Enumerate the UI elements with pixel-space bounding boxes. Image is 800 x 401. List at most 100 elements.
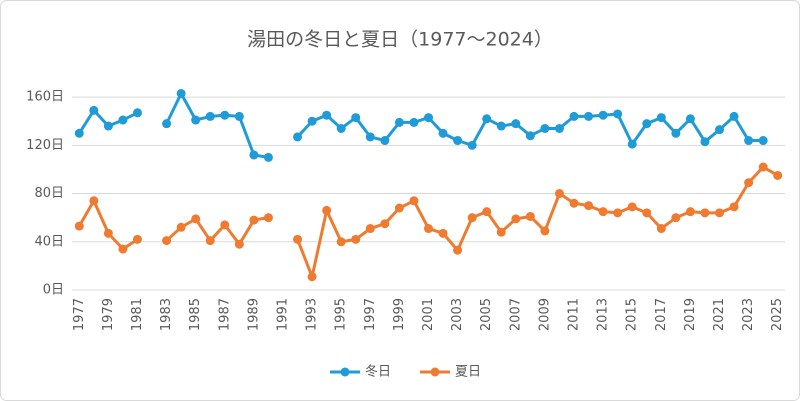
point [642,208,652,218]
point [685,207,695,217]
x-tick-label: 2023 [741,298,756,331]
point [89,196,99,206]
point [293,132,303,142]
point [525,131,535,141]
point [132,108,142,118]
point [758,162,768,172]
x-tick-label: 1979 [101,298,116,331]
x-tick-label: 2011 [567,298,582,331]
point [438,228,448,238]
point [336,123,346,133]
point [467,140,477,150]
legend-label: 夏日 [455,365,481,380]
point [191,115,201,125]
point [554,189,564,199]
point [438,128,448,138]
point [380,136,390,146]
point [162,119,172,129]
point [351,234,361,244]
point [263,152,273,162]
point [322,110,332,120]
point [554,123,564,133]
point [700,208,710,218]
legend-marker [430,367,440,377]
point [220,220,230,230]
point [191,214,201,224]
point [263,213,273,223]
point [656,224,666,234]
x-tick-label: 2009 [537,298,552,331]
x-tick-label: 1995 [334,298,349,331]
point [598,110,608,120]
point [118,244,128,254]
point [409,117,419,127]
y-tick-label: 120日 [26,138,64,153]
x-tick-label: 2005 [479,298,494,331]
point [89,105,99,115]
point [613,208,623,218]
point [74,221,84,231]
point [496,121,506,131]
point [234,239,244,249]
point [496,227,506,237]
x-tick-label: 1997 [363,298,378,331]
point [132,234,142,244]
point [249,215,259,225]
point [540,226,550,236]
x-tick-label: 2003 [450,298,465,331]
point [424,113,433,123]
point [220,110,230,120]
x-tick-label: 2017 [654,298,669,331]
point [103,228,113,238]
x-tick-label: 2021 [712,298,727,331]
point [424,224,433,234]
chart-title: 湯田の冬日と夏日（1977～2024） [247,29,553,51]
point [598,207,608,217]
point [525,211,535,221]
point [380,219,390,229]
point [656,113,666,123]
point [365,132,375,142]
point [671,213,681,223]
y-tick-label: 80日 [34,186,64,201]
x-tick-label: 1981 [130,298,145,331]
point [569,198,579,208]
point [453,245,463,255]
point [234,111,244,121]
point [744,178,754,188]
point [482,114,492,124]
point [700,137,710,147]
point [584,111,594,121]
y-tick-label: 160日 [26,90,64,105]
point [409,196,419,206]
point [715,208,725,218]
point [176,222,186,232]
point [758,136,768,146]
point [118,115,128,125]
x-tick-label: 1977 [72,298,87,331]
point [176,88,186,98]
point [744,136,754,146]
x-tick-label: 2001 [421,298,436,331]
point [103,121,113,131]
x-tick-label: 1985 [188,298,203,331]
point [671,128,681,138]
x-tick-label: 1991 [275,298,290,331]
point [482,207,492,217]
legend-label: 冬日 [365,364,391,380]
point [685,114,695,124]
point [453,136,463,146]
x-tick-label: 1999 [392,298,407,331]
point [394,117,404,127]
point [351,113,361,123]
point [162,236,172,246]
point [715,125,725,135]
x-tick-label: 2013 [596,298,611,331]
point [540,123,550,133]
point [511,214,521,224]
legend-marker [340,367,350,377]
point [365,224,375,234]
x-tick-label: 2007 [508,298,523,331]
point [249,150,259,160]
